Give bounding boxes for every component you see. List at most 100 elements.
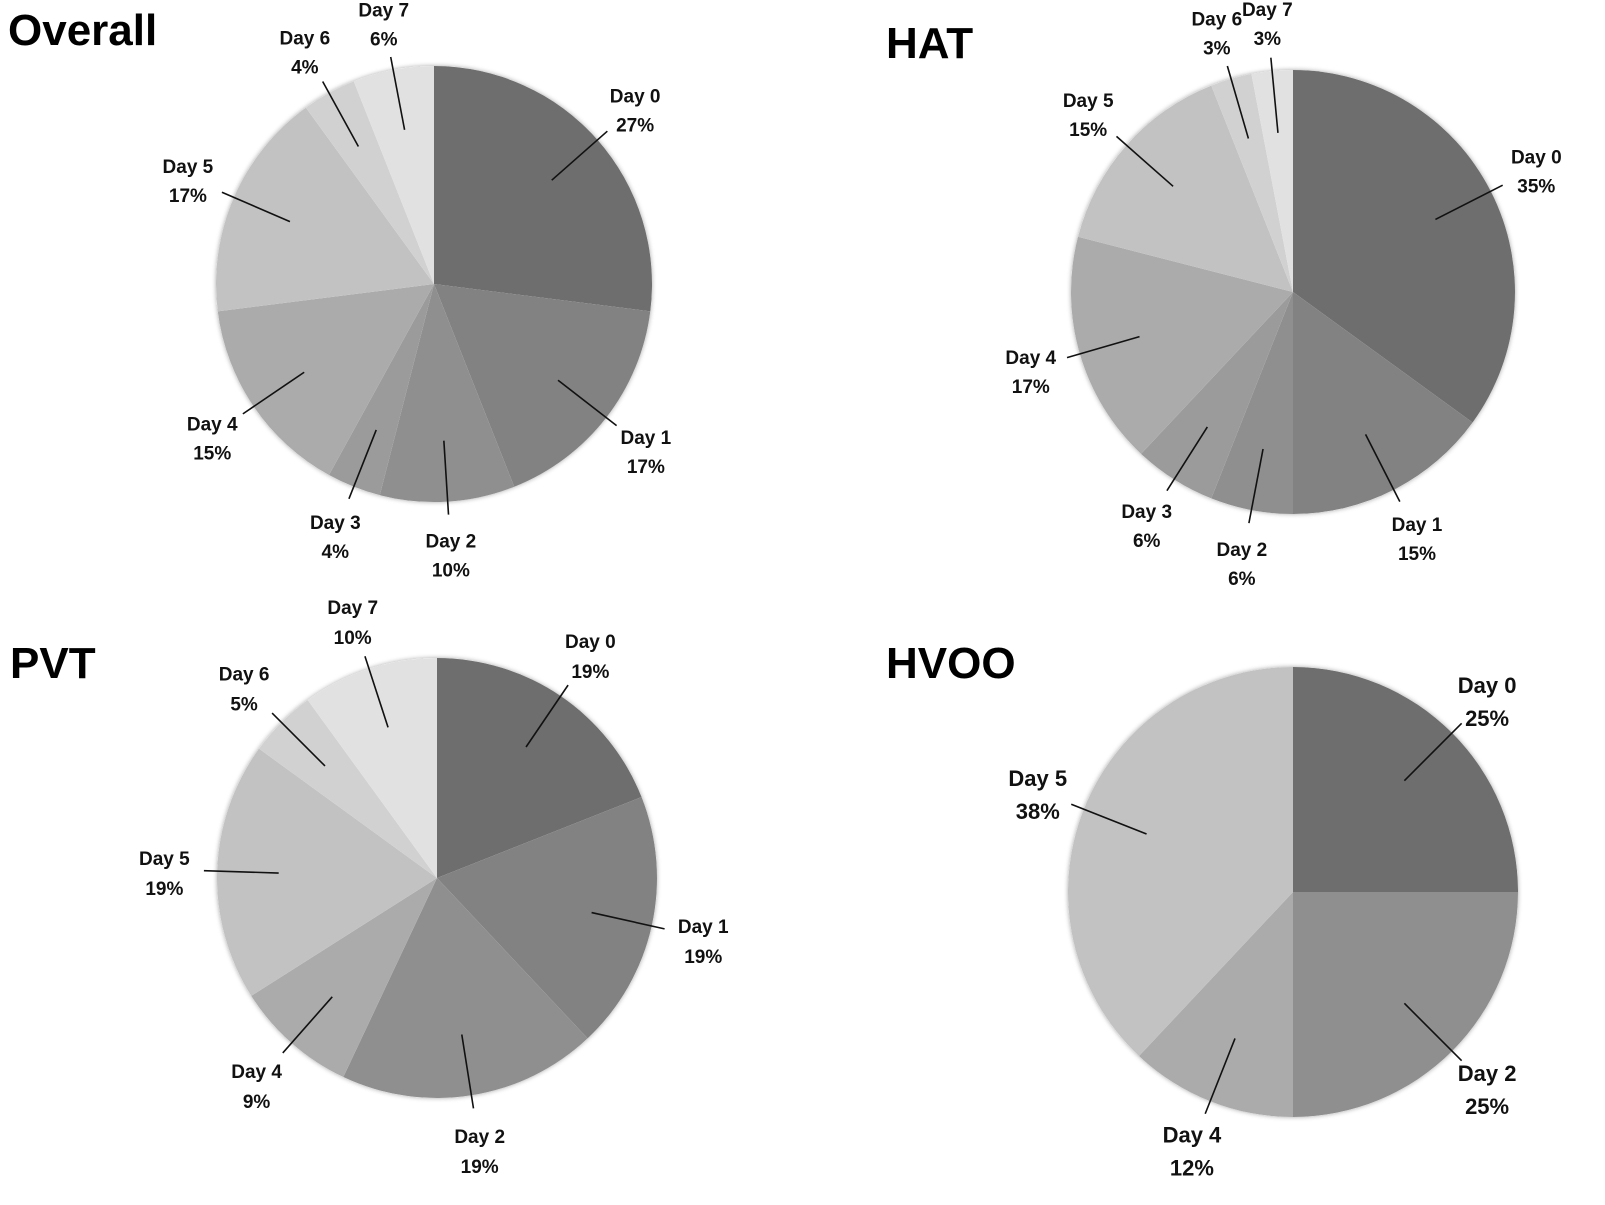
pie-slice-pvt-day-4 bbox=[251, 878, 437, 1078]
slice-label-pvt-day-6: Day 6 5% bbox=[219, 665, 270, 716]
slice-percent-label: 25% bbox=[1465, 706, 1509, 731]
slice-day-label: Day 1 bbox=[678, 917, 729, 938]
slice-label-hvoo-day-5: Day 5 38% bbox=[1008, 766, 1067, 824]
slice-day-label: Day 6 bbox=[219, 665, 270, 686]
leader-line-pvt-day-6 bbox=[271, 712, 326, 767]
slice-percent-label: 19% bbox=[571, 662, 609, 683]
pie-hvoo: Day 0 25% Day 2 25% Day 4 12% Day 5 38% bbox=[1008, 667, 1518, 1180]
slice-label-overall-day-0: Day 0 27% bbox=[610, 86, 661, 136]
leader-line-hat-day-5 bbox=[1115, 135, 1174, 187]
slice-day-label: Day 2 bbox=[454, 1127, 505, 1148]
chart-panel-overall: Overall Day 0 27%Day 1 17%Day 2 10%Day 3 4%D… bbox=[8, 0, 672, 581]
slice-day-label: Day 0 bbox=[1511, 148, 1562, 169]
pie-slice-overall-day-7 bbox=[353, 66, 434, 284]
slice-day-label: Day 4 bbox=[187, 414, 238, 435]
pie-slice-hvoo-day-5 bbox=[1067, 667, 1293, 1057]
pie-slice-pvt-day-0 bbox=[437, 658, 642, 878]
pie-slice-pvt-day-2 bbox=[343, 878, 588, 1098]
leader-line-hat-day-3 bbox=[1166, 426, 1209, 492]
slice-label-hat-day-4: Day 4 17% bbox=[1005, 348, 1056, 398]
slice-percent-label: 19% bbox=[145, 879, 183, 900]
slice-label-hvoo-day-4: Day 4 12% bbox=[1163, 1122, 1222, 1180]
leader-line-pvt-day-2 bbox=[460, 1034, 475, 1109]
slice-day-label: Day 0 bbox=[1458, 673, 1517, 698]
leader-line-overall-day-4 bbox=[242, 371, 305, 415]
slice-percent-label: 6% bbox=[370, 29, 398, 50]
slice-label-overall-day-2: Day 2 10% bbox=[425, 531, 476, 581]
leader-line-pvt-day-1 bbox=[591, 911, 665, 930]
slice-label-pvt-day-5: Day 5 19% bbox=[139, 849, 190, 900]
slice-day-label: Day 3 bbox=[310, 513, 361, 534]
slice-label-overall-day-6: Day 6 4% bbox=[279, 29, 330, 79]
leader-line-hvoo-day-0 bbox=[1403, 722, 1463, 782]
slice-percent-label: 6% bbox=[1228, 569, 1256, 590]
slice-label-overall-day-3: Day 3 4% bbox=[310, 513, 361, 563]
slice-percent-label: 4% bbox=[322, 542, 350, 563]
slice-label-pvt-day-1: Day 1 19% bbox=[678, 917, 729, 968]
slice-percent-label: 3% bbox=[1254, 29, 1282, 50]
slice-percent-label: 35% bbox=[1517, 177, 1555, 198]
leader-line-hat-day-4 bbox=[1066, 335, 1140, 359]
slice-label-hat-day-5: Day 5 15% bbox=[1063, 91, 1114, 141]
slice-percent-label: 10% bbox=[432, 560, 470, 581]
slice-label-hat-day-0: Day 0 35% bbox=[1511, 148, 1562, 198]
slice-label-pvt-day-7: Day 7 10% bbox=[327, 598, 378, 649]
slice-percent-label: 12% bbox=[1170, 1155, 1214, 1180]
leader-line-overall-day-6 bbox=[321, 81, 360, 147]
slice-label-hvoo-day-2: Day 2 25% bbox=[1458, 1061, 1517, 1119]
leader-line-overall-day-2 bbox=[443, 440, 450, 515]
slice-day-label: Day 1 bbox=[1392, 515, 1443, 536]
slice-percent-label: 27% bbox=[616, 115, 654, 136]
leader-line-pvt-day-5 bbox=[203, 869, 279, 874]
slice-day-label: Day 3 bbox=[1121, 502, 1172, 523]
pie-slice-overall-day-2 bbox=[379, 284, 515, 502]
slice-day-label: Day 7 bbox=[1242, 0, 1293, 21]
slice-day-label: Day 4 bbox=[1163, 1122, 1222, 1147]
slice-day-label: Day 2 bbox=[1458, 1061, 1517, 1086]
slice-percent-label: 19% bbox=[461, 1157, 499, 1178]
leader-line-hvoo-day-4 bbox=[1204, 1038, 1236, 1115]
slice-day-label: Day 0 bbox=[565, 632, 616, 653]
slice-label-overall-day-1: Day 1 17% bbox=[621, 428, 672, 478]
leader-line-overall-day-5 bbox=[221, 191, 291, 223]
pie-slice-overall-day-6 bbox=[305, 81, 434, 285]
leader-line-overall-day-1 bbox=[557, 379, 618, 427]
slice-day-label: Day 0 bbox=[610, 86, 661, 107]
slice-day-label: Day 5 bbox=[139, 849, 190, 870]
slice-percent-label: 15% bbox=[1398, 544, 1436, 565]
slice-label-pvt-day-4: Day 4 9% bbox=[231, 1062, 282, 1113]
slice-label-hat-day-6: Day 6 3% bbox=[1191, 9, 1242, 59]
leader-line-pvt-day-0 bbox=[525, 684, 569, 748]
pie-slice-hat-day-0 bbox=[1293, 70, 1515, 423]
pie-slice-hat-day-4 bbox=[1071, 236, 1293, 454]
slice-day-label: Day 5 bbox=[1008, 766, 1067, 791]
pie-slice-hvoo-day-4 bbox=[1138, 892, 1293, 1117]
slice-label-hvoo-day-0: Day 0 25% bbox=[1458, 673, 1517, 731]
pie-slice-hat-day-6 bbox=[1211, 73, 1293, 293]
slice-day-label: Day 5 bbox=[163, 157, 214, 178]
slice-percent-label: 19% bbox=[684, 947, 722, 968]
slice-percent-label: 17% bbox=[169, 186, 207, 207]
leader-line-hat-day-7 bbox=[1270, 57, 1279, 133]
slice-day-label: Day 6 bbox=[279, 29, 330, 50]
slice-day-label: Day 4 bbox=[231, 1062, 282, 1083]
pie-slice-overall-day-5 bbox=[216, 107, 434, 312]
slice-label-pvt-day-0: Day 0 19% bbox=[565, 632, 616, 683]
pie-slice-overall-day-4 bbox=[217, 284, 434, 476]
leader-line-pvt-day-4 bbox=[282, 996, 333, 1054]
slice-percent-label: 4% bbox=[291, 58, 319, 79]
pie-slice-hat-day-5 bbox=[1077, 85, 1293, 292]
leader-line-hat-day-2 bbox=[1248, 448, 1264, 524]
slice-percent-label: 6% bbox=[1133, 531, 1161, 552]
slice-percent-label: 17% bbox=[627, 457, 665, 478]
leader-line-hvoo-day-5 bbox=[1070, 803, 1147, 835]
slice-day-label: Day 7 bbox=[358, 0, 409, 21]
slice-label-overall-day-4: Day 4 15% bbox=[187, 414, 238, 464]
chart-title-hat: HAT bbox=[886, 19, 973, 68]
slice-percent-label: 15% bbox=[193, 443, 231, 464]
slice-day-label: Day 2 bbox=[1216, 540, 1267, 561]
slice-label-hat-day-1: Day 1 15% bbox=[1392, 515, 1443, 565]
chart-panel-hat: HAT Day 0 35% Day 1 15% Day 2 6% Day 3 6% Day 4 1… bbox=[886, 0, 1562, 590]
slice-percent-label: 25% bbox=[1465, 1094, 1509, 1119]
